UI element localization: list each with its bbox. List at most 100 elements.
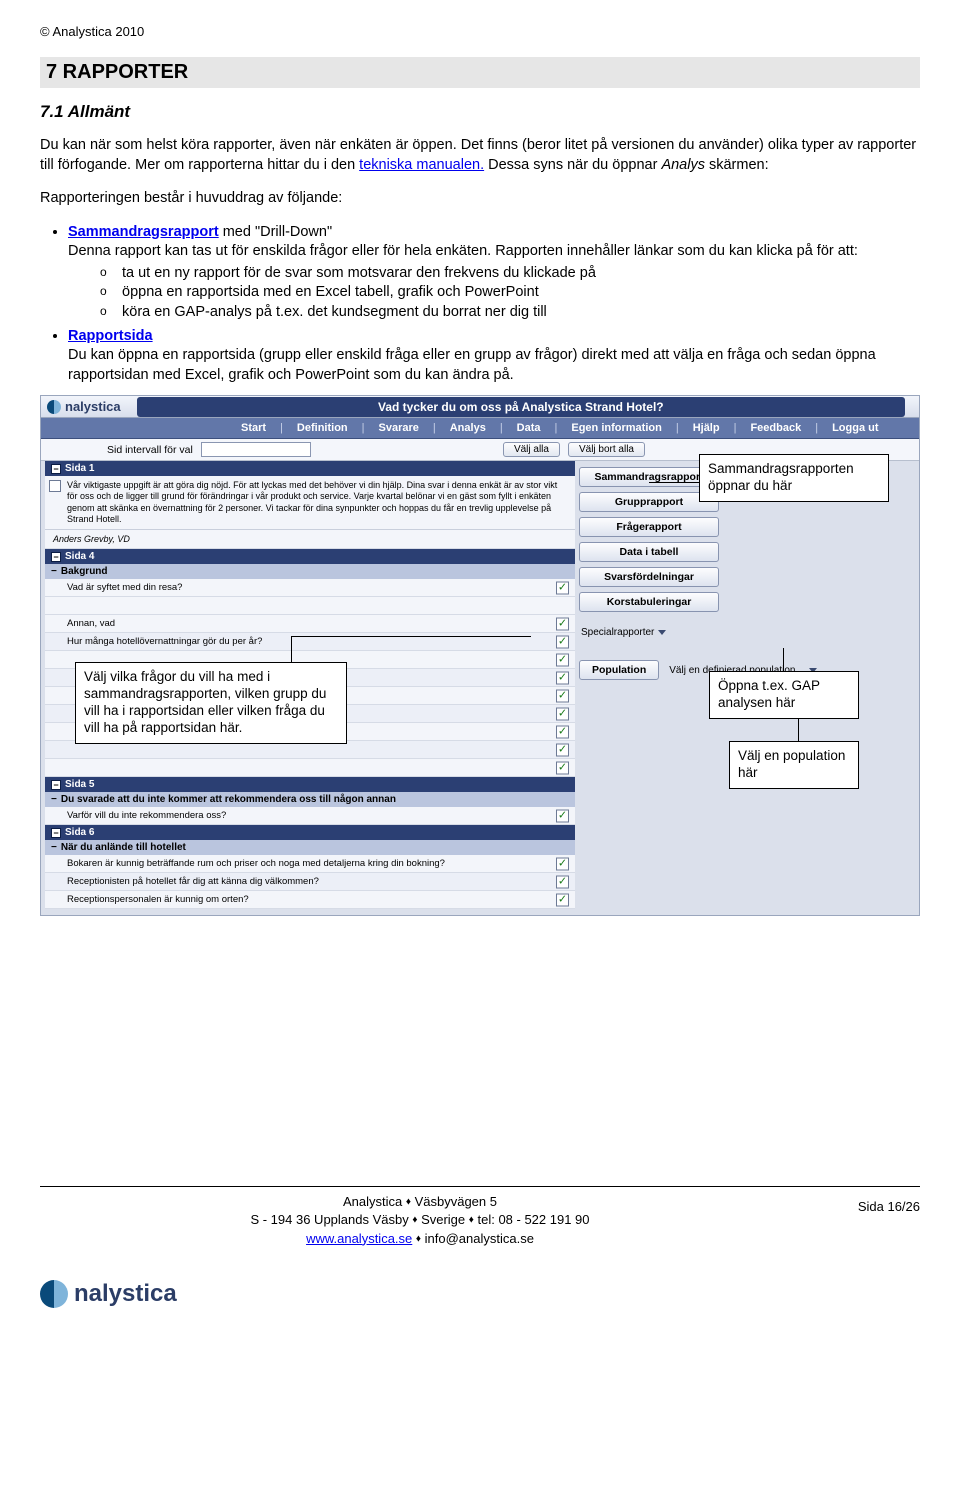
callout-line: [649, 482, 699, 483]
question-row[interactable]: ✓: [45, 759, 575, 777]
copyright: © Analystica 2010: [40, 24, 920, 39]
question-text: Vad är syftet med din resa?: [67, 582, 182, 593]
nav-item[interactable]: Svarare: [379, 422, 419, 434]
checkbox[interactable]: ✓: [556, 875, 569, 888]
footer-text: Väsbyvägen 5: [411, 1194, 497, 1209]
intro-panel: Vår viktigaste uppgift är att göra dig n…: [45, 476, 575, 530]
question-text: Varför vill du inte rekommendera oss?: [67, 810, 226, 821]
question-text: [67, 672, 70, 683]
app-logo: nalystica: [47, 399, 121, 414]
signature: Anders Grevby, VD: [45, 530, 575, 549]
collapse-icon[interactable]: −: [51, 464, 61, 474]
collapse-icon[interactable]: −: [51, 780, 61, 790]
checkbox[interactable]: ✓: [556, 725, 569, 738]
btn-population[interactable]: Population: [579, 660, 659, 680]
btn-data-tabell[interactable]: Data i tabell: [579, 542, 719, 562]
btn-korstabuleringar[interactable]: Korstabuleringar: [579, 592, 719, 612]
btn-valj-alla[interactable]: Välj alla: [503, 442, 560, 457]
sub-list: ta ut en ny rapport för de svar som mots…: [100, 264, 920, 323]
btn-sammandragsrapport[interactable]: Sammandragsrapport: [579, 467, 719, 487]
chevron-down-icon[interactable]: [658, 630, 666, 635]
group-label: Du svarade att du inte kommer att rekomm…: [61, 794, 396, 805]
collapse-icon[interactable]: −: [51, 566, 57, 577]
checkbox[interactable]: ✓: [556, 581, 569, 594]
heading-2: 7.1 Allmänt: [40, 102, 920, 122]
question-row[interactable]: Annan, vad ✓: [45, 615, 575, 633]
nav-item[interactable]: Data: [517, 422, 541, 434]
nav-item[interactable]: Analys: [450, 422, 486, 434]
footer-text: Analystica: [343, 1194, 406, 1209]
callout-2: Välj vilka frågor du vill ha med i samma…: [75, 662, 347, 744]
checkbox[interactable]: ✓: [556, 857, 569, 870]
paragraph-2: Rapporteringen består i huvuddrag av föl…: [40, 189, 920, 209]
checkbox[interactable]: ✓: [556, 671, 569, 684]
link-rapportsida[interactable]: Rapportsida: [68, 328, 153, 344]
group-bakgrund[interactable]: −Bakgrund: [45, 564, 575, 579]
checkbox[interactable]: ✓: [556, 743, 569, 756]
collapse-icon[interactable]: −: [51, 842, 57, 853]
question-row[interactable]: Receptionisten på hotellet får dig att k…: [45, 873, 575, 891]
logo-icon: [40, 1280, 68, 1308]
group-label: Bakgrund: [61, 566, 108, 577]
question-text: [67, 726, 70, 737]
heading-1: 7 RAPPORTER: [40, 57, 920, 88]
sida-6-bar[interactable]: −Sida 6: [45, 825, 575, 840]
collapse-icon[interactable]: −: [51, 794, 57, 805]
footer-text: S - 194 36 Upplands Väsby: [250, 1212, 412, 1227]
checkbox[interactable]: [49, 480, 61, 492]
nav-item[interactable]: Egen information: [571, 422, 661, 434]
link-sammandrag[interactable]: Sammandragsrapport: [68, 224, 219, 240]
collapse-icon[interactable]: −: [51, 828, 61, 838]
link-manual[interactable]: tekniska manualen.: [359, 157, 484, 173]
logo-icon: [47, 400, 61, 414]
question-text: Receptionspersonalen är kunnig om orten?: [67, 894, 249, 905]
nav-item[interactable]: Start: [241, 422, 266, 434]
sub-item: ta ut en ny rapport för de svar som mots…: [100, 264, 920, 284]
sida-1-bar[interactable]: −Sida 1: [45, 461, 575, 476]
app-nav: Start| Definition| Svarare| Analys| Data…: [41, 418, 919, 439]
question-row-blank: [45, 597, 575, 615]
callout-3: Öppna t.ex. GAP analysen här: [709, 671, 859, 719]
callout-line: [291, 636, 292, 662]
checkbox[interactable]: ✓: [556, 893, 569, 906]
question-row[interactable]: ✓: [45, 741, 575, 759]
nav-item[interactable]: Logga ut: [832, 422, 878, 434]
checkbox[interactable]: ✓: [556, 809, 569, 822]
sid-input[interactable]: [201, 442, 311, 457]
checkbox[interactable]: ✓: [556, 707, 569, 720]
callout-line: [291, 636, 531, 637]
app-screenshot: nalystica Vad tycker du om oss på Analys…: [40, 395, 920, 916]
callout-line: [783, 648, 784, 671]
group-5[interactable]: −Du svarade att du inte kommer att rekom…: [45, 792, 575, 807]
nav-item[interactable]: Hjälp: [693, 422, 720, 434]
sida-5-bar[interactable]: −Sida 5: [45, 777, 575, 792]
question-text: [67, 744, 70, 755]
checkbox[interactable]: ✓: [556, 653, 569, 666]
footer-link-web[interactable]: www.analystica.se: [306, 1231, 412, 1246]
btn-svarsfordelningar[interactable]: Svarsfördelningar: [579, 567, 719, 587]
question-text: [67, 654, 70, 665]
checkbox[interactable]: ✓: [556, 635, 569, 648]
checkbox[interactable]: ✓: [556, 617, 569, 630]
question-row[interactable]: Receptionspersonalen är kunnig om orten?…: [45, 891, 575, 909]
sida-4-bar[interactable]: −Sida 4: [45, 549, 575, 564]
question-row[interactable]: Varför vill du inte rekommendera oss? ✓: [45, 807, 575, 825]
question-row[interactable]: Vad är syftet med din resa? ✓: [45, 579, 575, 597]
question-text: [67, 708, 70, 719]
question-row[interactable]: Bokaren är kunnig beträffande rum och pr…: [45, 855, 575, 873]
btn-grupprapport[interactable]: Grupprapport: [579, 492, 719, 512]
bullet-list: Sammandragsrapport med "Drill-Down" Denn…: [68, 223, 920, 386]
collapse-icon[interactable]: −: [51, 552, 61, 562]
nav-item[interactable]: Definition: [297, 422, 348, 434]
btn-fragerapport[interactable]: Frågerapport: [579, 517, 719, 537]
logo-text: nalystica: [65, 399, 121, 414]
question-text: Annan, vad: [67, 618, 115, 629]
question-text: Hur många hotellövernattningar gör du pe…: [67, 636, 262, 647]
checkbox[interactable]: ✓: [556, 761, 569, 774]
checkbox[interactable]: ✓: [556, 689, 569, 702]
btn-valj-bort[interactable]: Välj bort alla: [568, 442, 645, 457]
question-text: [67, 690, 70, 701]
nav-item[interactable]: Feedback: [750, 422, 801, 434]
group-6[interactable]: −När du anlände till hotellet: [45, 840, 575, 855]
footer-rule: [40, 1186, 920, 1187]
